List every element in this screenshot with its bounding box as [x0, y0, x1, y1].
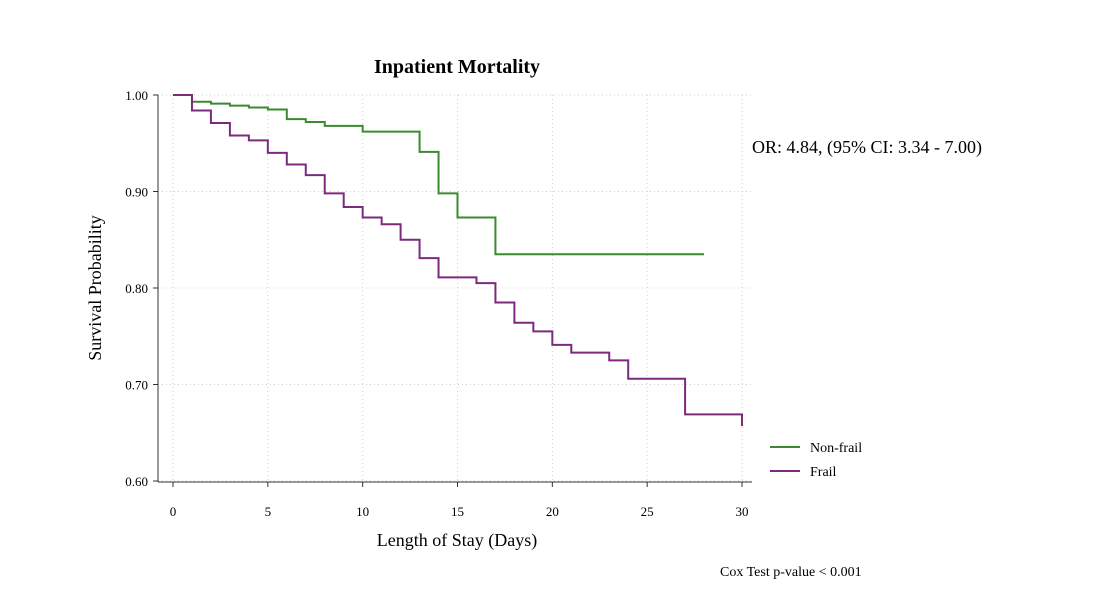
x-tick-label: 5: [265, 504, 272, 519]
grid: [158, 94, 752, 482]
y-tick-label: 0.70: [125, 378, 148, 393]
legend-label-non-frail: Non-frail: [810, 441, 862, 456]
series-lines: [173, 94, 743, 426]
x-tick-label: 15: [451, 504, 464, 519]
x-tick-label: 30: [736, 504, 749, 519]
x-tick-label: 20: [546, 504, 559, 519]
legend-label-frail: Frail: [810, 465, 837, 480]
p-value-annotation: Cox Test p-value < 0.001: [720, 565, 862, 580]
series-line-frail: [173, 94, 743, 426]
odds-ratio-annotation: OR: 4.84, (95% CI: 3.34 - 7.00): [752, 137, 982, 158]
y-tick-label: 0.60: [125, 474, 148, 489]
x-tick-label: 0: [170, 504, 177, 519]
series-line-non-frail: [173, 94, 705, 256]
x-axis-label: Length of Stay (Days): [377, 530, 537, 551]
legend: Non-frail Frail: [770, 441, 862, 480]
y-tick-label: 0.90: [125, 185, 148, 200]
y-tick-label: 1.00: [125, 88, 148, 103]
x-tick-label: 25: [641, 504, 654, 519]
y-tick-label: 0.80: [125, 281, 148, 296]
x-tick-label: 10: [356, 504, 369, 519]
chart-title: Inpatient Mortality: [374, 56, 540, 78]
ticks: 0 5 10 15 20 25 30 0.60 0.70 0.80 0.90 1.00: [125, 88, 748, 519]
y-axis-label: Survival Probability: [85, 215, 105, 361]
